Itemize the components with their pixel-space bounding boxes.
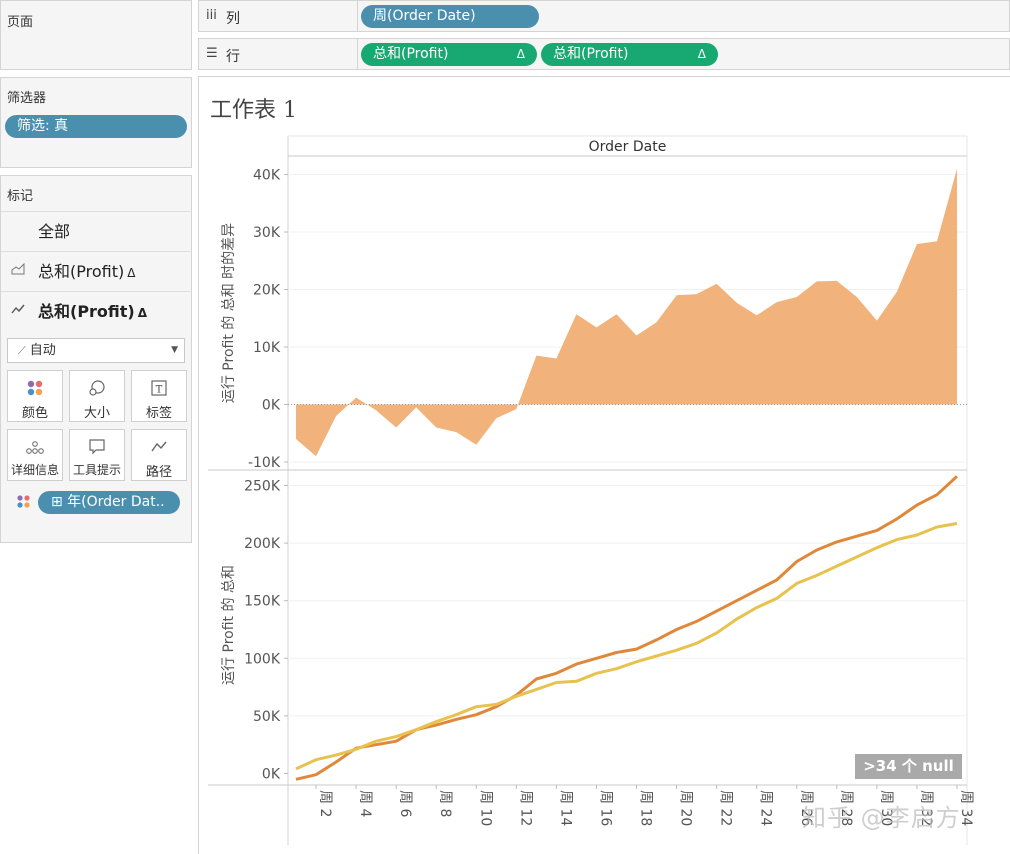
path-icon (132, 438, 186, 456)
label-icon: T (132, 379, 186, 397)
mark-type-value: 自动 (29, 343, 56, 358)
mark-type-dropdown[interactable]: ⟋ 自动 ▼ (7, 338, 185, 363)
size-icon (70, 379, 124, 397)
filter-pill[interactable]: 筛选: 真 (5, 115, 187, 138)
color-icon (8, 379, 62, 397)
detail-icon (8, 438, 62, 456)
area-icon (11, 252, 25, 292)
rows-icon: ☰ (206, 46, 218, 61)
x-tick-label: 周 30 (878, 790, 894, 826)
line-icon: ⟋ (18, 344, 26, 357)
x-tick-label: 周 16 (597, 790, 613, 826)
delta-icon: Δ (516, 47, 525, 61)
marks-tab-area[interactable]: 总和(Profit) Δ (1, 251, 192, 291)
line-icon (11, 292, 25, 332)
sheet-title: 工作表 1 (210, 98, 297, 123)
y-tick-label: 0K (262, 767, 281, 783)
column-header: Order Date (589, 139, 667, 155)
marks-card: 标记 全部 总和(Profit) Δ 总和(Profit) Δ ⟋ 自动 ▼ 颜色 (0, 175, 192, 543)
color-button[interactable]: 颜色 (7, 370, 63, 422)
x-tick-label: 周 2 (317, 790, 333, 817)
marks-tab-label: 总和(Profit) Δ (38, 262, 136, 281)
rows-pill-2[interactable]: 总和(Profit) Δ (541, 43, 718, 66)
label-button[interactable]: T 标签 (131, 370, 187, 422)
x-tick-label: 周 28 (838, 790, 854, 826)
marks-tab-line[interactable]: 总和(Profit) Δ (1, 291, 192, 331)
y-tick-label: 250K (244, 479, 281, 495)
x-tick-label: 周 12 (517, 790, 533, 826)
y-tick-label: 10K (253, 340, 281, 356)
y-axis-label: 运行 Profit 的 总和 时的差异 (221, 223, 237, 403)
tooltip-button[interactable]: 工具提示 (69, 429, 125, 481)
y-tick-label: 50K (253, 709, 281, 725)
null-indicator[interactable]: >34 个 null (855, 754, 962, 779)
y-tick-label: -10K (248, 455, 281, 471)
area-series (296, 168, 957, 457)
left-panel: 页面 筛选器 筛选: 真 标记 全部 总和(Profit) Δ 总和(Profit… (0, 0, 192, 854)
line-series-1 (295, 475, 959, 781)
x-tick-label: 周 10 (477, 790, 493, 826)
y-axis-label: 运行 Profit 的 总和 (221, 565, 237, 685)
worksheet-canvas[interactable] (198, 76, 1010, 854)
filters-title: 筛选器 (7, 91, 47, 106)
y-tick-label: 100K (244, 651, 281, 667)
rows-pill-1[interactable]: 总和(Profit) Δ (361, 43, 537, 66)
shelf-divider (357, 1, 358, 31)
path-button[interactable]: 路径 (131, 429, 187, 481)
x-tick-label: 周 6 (397, 790, 413, 817)
marks-tab-all[interactable]: 全部 (1, 211, 192, 251)
marks-tab-label: 总和(Profit) Δ (38, 302, 148, 321)
x-tick-label: 周 8 (437, 790, 453, 817)
size-button[interactable]: 大小 (69, 370, 125, 422)
delta-icon: Δ (697, 47, 706, 61)
columns-shelf-label: 列 (226, 11, 240, 27)
y-tick-label: 200K (244, 536, 281, 552)
columns-pill[interactable]: 周(Order Date) (361, 5, 539, 28)
columns-shelf[interactable]: iii 列 周(Order Date) (198, 0, 1010, 32)
detail-button[interactable]: 详细信息 (7, 429, 63, 481)
x-tick-label: 周 34 (958, 790, 974, 826)
line-series-2 (295, 522, 958, 771)
x-tick-label: 周 18 (638, 790, 654, 826)
marks-tab-label: 全部 (38, 222, 71, 241)
pages-card[interactable]: 页面 (0, 0, 192, 70)
columns-icon: iii (206, 8, 217, 23)
x-tick-label: 周 20 (678, 790, 694, 826)
tooltip-icon (70, 438, 124, 456)
x-tick-label: 周 32 (918, 790, 934, 826)
pages-title: 页面 (7, 15, 34, 30)
watermark: 知乎 @李启方 (802, 804, 961, 832)
color-field-pill[interactable]: ⊞ 年(Order Dat.. (38, 491, 180, 514)
x-tick-label: 周 26 (798, 790, 814, 826)
x-tick-label: 周 14 (557, 790, 573, 826)
y-tick-label: 30K (253, 225, 281, 241)
x-tick-label: 周 22 (718, 790, 734, 826)
x-tick-label: 周 24 (758, 790, 774, 826)
rows-shelf-label: 行 (226, 49, 240, 65)
chevron-down-icon: ▼ (171, 345, 178, 355)
filters-card: 筛选器 筛选: 真 (0, 77, 192, 168)
x-tick-label: 周 4 (357, 790, 373, 817)
y-tick-label: 150K (244, 594, 281, 610)
svg-text:T: T (156, 385, 163, 396)
y-tick-label: 0K (262, 398, 281, 414)
color-icon (16, 494, 32, 514)
y-tick-label: 20K (253, 283, 281, 299)
marks-title: 标记 (7, 189, 34, 204)
shelf-divider (357, 39, 358, 69)
y-tick-label: 40K (253, 168, 281, 184)
